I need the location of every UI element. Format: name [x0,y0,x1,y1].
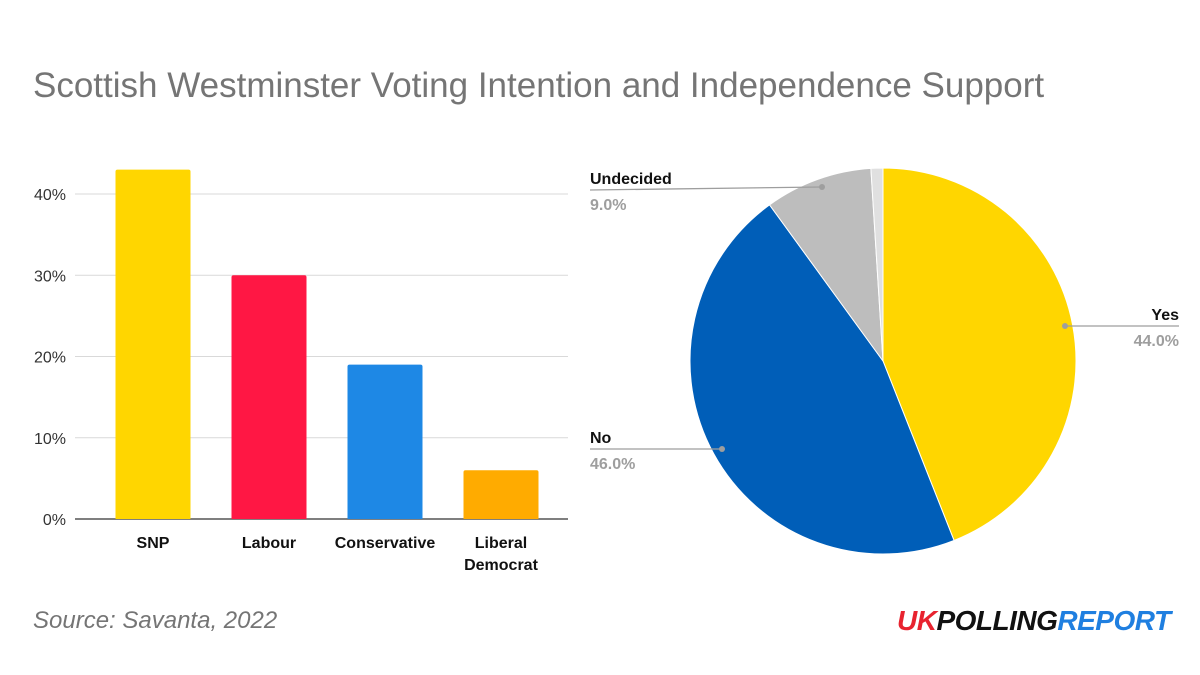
x-category-label: Labour [242,535,296,552]
bar-labour [231,275,307,519]
bar-conservative [347,364,423,519]
y-tick-label: 40% [34,187,66,204]
logo-part-polling: POLLING [936,605,1058,636]
logo-part-uk: UK [897,605,937,636]
y-tick-label: 10% [34,431,66,448]
pie-value-no: 46.0% [590,456,635,473]
pie-slice-other [870,167,884,362]
pie-slice-undecided [768,167,884,363]
pie-chart: Yes 44.0% No 46.0% Undecided 9.0% [589,167,1179,555]
bar-liberal-democrat [463,470,539,519]
x-category-label: Liberal [475,535,527,552]
pie-slice-no [689,204,955,555]
x-category-label: Democrat [464,557,538,574]
y-tick-label: 0% [43,512,66,529]
ukpollingreport-logo: UKPOLLINGREPORT [897,605,1171,637]
pie-slice-yes [882,167,1077,542]
y-tick-label: 20% [34,350,66,367]
y-tick-label: 30% [34,268,66,285]
leader-line [589,186,823,191]
x-category-label: Conservative [335,535,436,552]
bar-snp [115,169,191,519]
source-note: Source: Savanta, 2022 [33,607,278,634]
pie-label-undecided: Undecided [590,171,672,188]
pie-value-undecided: 9.0% [590,197,626,214]
leader-dot [719,446,725,452]
pie-label-yes: Yes [1151,307,1179,324]
pie-label-no: No [590,430,612,447]
pie-value-yes: 44.0% [1134,333,1179,350]
bar-chart: 0% 10% 20% 30% 40% SNP Labour Conservative Liber… [34,169,568,574]
page-title: Scottish Westminster Voting Intention an… [33,66,1045,105]
logo-part-report: REPORT [1057,605,1171,636]
x-category-label: SNP [137,535,170,552]
leader-dot [819,184,825,190]
leader-dot [1062,323,1068,329]
